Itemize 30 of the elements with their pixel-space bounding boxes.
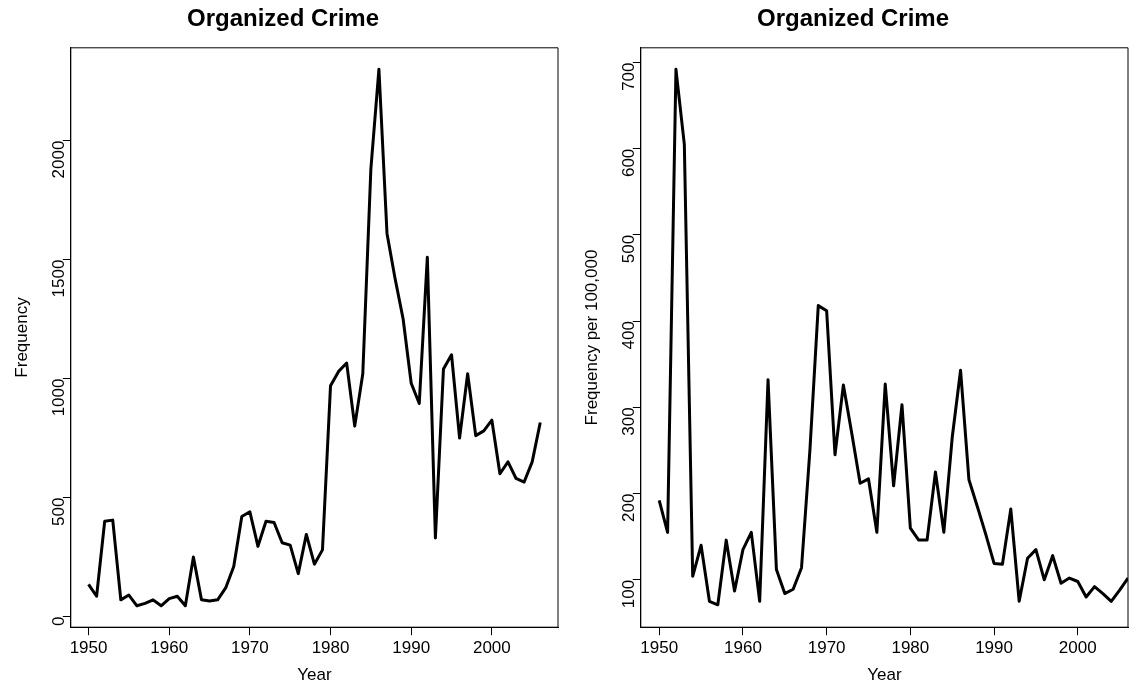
x-tick-label: 2000: [472, 638, 511, 658]
x-tick-label: 1960: [724, 638, 762, 658]
y-axis-title: Frequency: [11, 296, 31, 378]
y-tick-label: 500: [619, 234, 639, 264]
x-axis-title: Year: [297, 665, 332, 685]
x-tick-label: 1990: [975, 638, 1013, 658]
y-tick-label: 300: [619, 407, 639, 436]
x-axis-title: Year: [867, 665, 902, 685]
x-tick-label: 1980: [891, 638, 930, 658]
x-tick-label: 1970: [230, 638, 269, 658]
chart-title: Organized Crime: [186, 4, 380, 32]
y-tick-label: 400: [619, 321, 639, 350]
y-tick-label: 600: [619, 148, 639, 178]
x-tick-label: 2000: [1058, 638, 1097, 658]
y-tick-label: 1500: [49, 259, 69, 298]
y-tick-label: 0: [49, 616, 69, 626]
y-tick-label: 1000: [49, 378, 69, 417]
x-tick-label: 1980: [311, 638, 350, 658]
y-tick-label: 100: [619, 579, 639, 609]
chart-title: Organized Crime: [756, 4, 950, 32]
x-tick-label: 1970: [807, 638, 846, 658]
y-tick-label: 200: [619, 493, 639, 522]
x-tick-label: 1950: [69, 638, 108, 658]
y-tick-label: 2000: [49, 140, 69, 179]
y-tick-label: 700: [619, 62, 639, 91]
x-tick-label: 1960: [150, 638, 189, 658]
x-tick-label: 1990: [392, 638, 431, 658]
x-tick-label: 1950: [640, 638, 679, 658]
y-tick-label: 500: [49, 497, 69, 526]
y-axis-title: Frequency per 100,000: [581, 249, 601, 426]
